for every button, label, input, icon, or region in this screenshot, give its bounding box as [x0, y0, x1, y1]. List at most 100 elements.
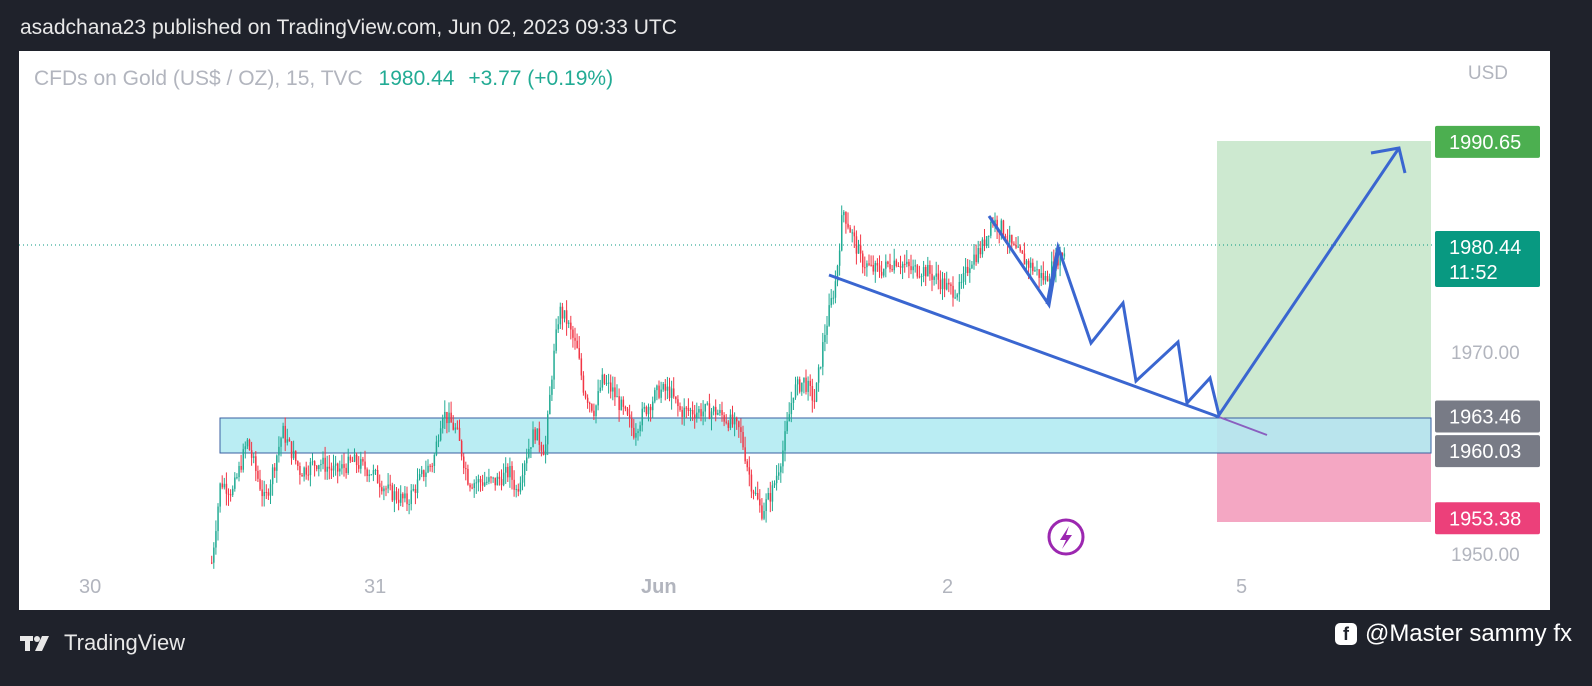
candle-body [767, 493, 769, 500]
candle-body [565, 310, 568, 324]
candle-body [704, 404, 706, 412]
candle-body [437, 440, 440, 442]
candle-body [269, 484, 272, 496]
candle-body [586, 397, 589, 403]
candle-body [492, 477, 494, 479]
candle-body [561, 306, 564, 319]
candle-body [481, 482, 484, 486]
candle-body [635, 433, 637, 438]
candle-body [788, 414, 790, 422]
candle-body [851, 232, 853, 234]
candle-body [423, 470, 425, 477]
publish-info: asadchana23 published on TradingView.com… [20, 16, 677, 39]
candle-body [929, 264, 931, 274]
currency-label: USD [1467, 63, 1508, 84]
candle-body [736, 418, 738, 422]
candle-body [605, 382, 608, 384]
candle-body [645, 406, 648, 415]
candle-body [899, 266, 902, 268]
candle-body [908, 261, 910, 267]
candle-body [1011, 234, 1013, 244]
candle-body [727, 422, 730, 428]
candle-body [712, 406, 715, 412]
candle-body [616, 396, 618, 398]
candle-body [792, 397, 795, 404]
candle-body [868, 263, 870, 265]
candle-body [967, 266, 969, 273]
candle-body [381, 487, 383, 492]
candle-body [769, 493, 772, 502]
candle-body [738, 421, 740, 428]
candle-body [815, 382, 818, 402]
candle-body [595, 405, 597, 417]
candle-body [376, 469, 379, 484]
candle-body [673, 388, 675, 397]
candle-body [225, 483, 228, 494]
candle-body [931, 273, 933, 280]
candle-body [353, 454, 356, 462]
candle-body [658, 385, 660, 398]
candle-body [240, 466, 242, 470]
candle-body [614, 387, 616, 398]
candle-body [666, 386, 669, 391]
candle-body [862, 253, 864, 268]
candle-body [368, 474, 370, 476]
candle-body [511, 465, 513, 480]
price-label-box [1435, 502, 1540, 535]
candle-body [337, 463, 339, 472]
candle-body [431, 465, 433, 467]
candle-body [452, 422, 454, 430]
candle-body [887, 261, 889, 264]
candle-body [297, 461, 299, 466]
candle-body [1038, 269, 1040, 278]
candle-body [584, 392, 587, 398]
candle-body [589, 402, 591, 405]
candle-body [876, 263, 879, 266]
candle-body [484, 482, 486, 486]
candle-body [681, 409, 683, 417]
candle-body [234, 477, 236, 489]
candle-body [683, 407, 685, 417]
tradingview-logo[interactable]: TradingView [20, 630, 185, 656]
symbol-change: +3.77 (+0.19%) [468, 67, 614, 90]
candle-body [299, 465, 301, 475]
candle-body [979, 248, 982, 255]
candle-body [496, 476, 499, 486]
candle-body [370, 474, 373, 476]
candle-body [870, 264, 872, 266]
candle-body [211, 562, 213, 564]
candle-body [700, 409, 702, 417]
candle-body [916, 265, 919, 277]
candle-body [591, 404, 593, 411]
candle-body [960, 281, 963, 283]
candle-body [849, 227, 851, 233]
candle-body [324, 457, 326, 472]
candle-body [372, 470, 375, 475]
candle-body [261, 489, 263, 497]
lightning-icon[interactable] [1047, 518, 1085, 556]
candle-body [922, 267, 925, 276]
candle-body [855, 236, 858, 254]
candle-body [843, 211, 845, 216]
candle-body [400, 493, 402, 503]
candle-body [425, 472, 427, 477]
candle-body [790, 403, 793, 415]
candle-body [607, 382, 610, 384]
candle-body [1015, 244, 1017, 248]
candle-body [450, 412, 452, 423]
candle-body [442, 418, 444, 429]
candle-body [570, 322, 572, 330]
candle-body [366, 469, 368, 476]
candle-body [1048, 278, 1051, 282]
candle-body [799, 379, 801, 392]
candle-body [698, 409, 700, 413]
candle-body [796, 379, 799, 385]
chart-panel[interactable]: 1990.65 1980.44 11:52 1963.46 1960.03 1953.38… [19, 51, 1550, 610]
candle-body [950, 284, 952, 286]
candle-body [696, 412, 698, 418]
price-label-text: 1953.38 [1449, 508, 1521, 530]
candle-body [946, 282, 948, 290]
candle-body [649, 406, 652, 411]
candle-body [956, 294, 958, 298]
price-chart[interactable]: 1990.65 1980.44 11:52 1963.46 1960.03 1953.38… [19, 51, 1550, 610]
